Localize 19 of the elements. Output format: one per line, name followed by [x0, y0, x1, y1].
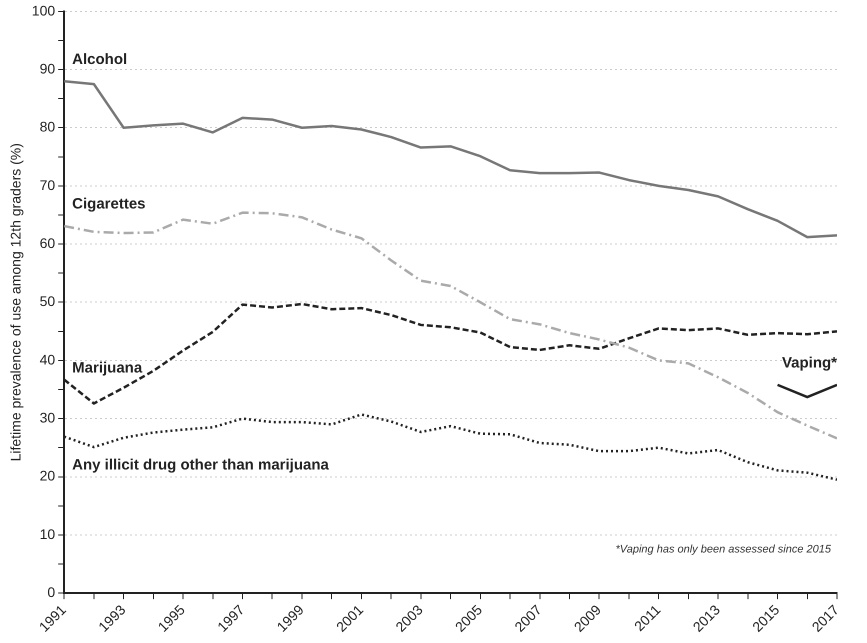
- series-label: Alcohol: [72, 50, 128, 68]
- series-label: Any illicit drug other than marijuana: [72, 456, 330, 474]
- y-tick-label: 80: [40, 118, 56, 135]
- annotation: *Vaping has only been assessed since 2015: [616, 544, 832, 556]
- series-label: Cigarettes: [72, 196, 146, 213]
- y-tick-label: 60: [40, 234, 56, 251]
- y-tick-label: 40: [40, 351, 56, 368]
- series-label: Marijuana: [72, 359, 143, 376]
- series-label: Vaping*: [782, 354, 838, 372]
- y-tick-label: 10: [40, 526, 56, 542]
- y-tick-label: 20: [40, 468, 56, 484]
- y-tick-label: 0: [47, 584, 56, 600]
- y-tick-label: 90: [40, 60, 56, 76]
- y-axis-title: Lifetime prevalence of use among 12th graders (%): [7, 143, 24, 462]
- y-tick-label: 50: [40, 293, 56, 310]
- y-tick-label: 30: [40, 409, 56, 426]
- y-tick-label: 70: [40, 176, 56, 193]
- line-series: [64, 211, 837, 440]
- y-tick-label: 100: [32, 2, 56, 18]
